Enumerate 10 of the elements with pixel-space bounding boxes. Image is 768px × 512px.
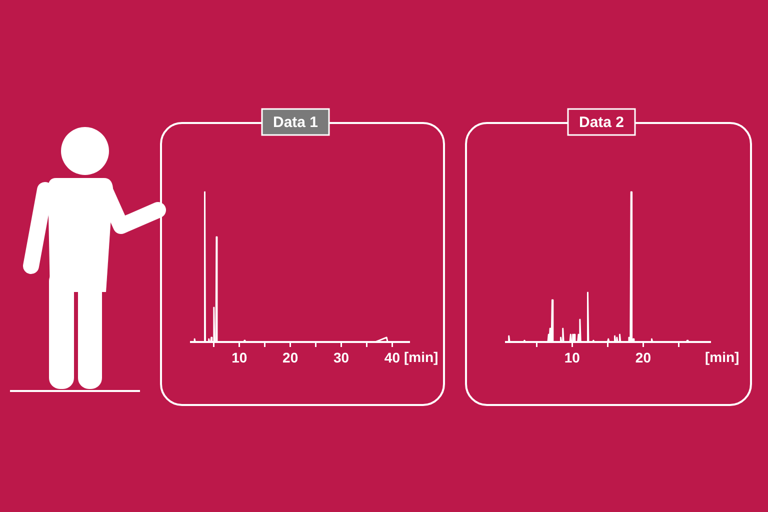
chart-title: Data 1 [272, 114, 318, 132]
x-tick-label: 20 [282, 349, 298, 366]
x-tick-label: 10 [232, 349, 248, 366]
x-axis-title: [min] [705, 348, 740, 365]
x-tick-label: 30 [333, 349, 350, 366]
x-tick-label: 20 [635, 349, 652, 366]
x-tick-label: 40 [384, 349, 400, 366]
chart-title: Data 2 [578, 114, 624, 132]
x-tick-label: 10 [564, 349, 580, 366]
x-axis-title: [min] [404, 348, 438, 365]
